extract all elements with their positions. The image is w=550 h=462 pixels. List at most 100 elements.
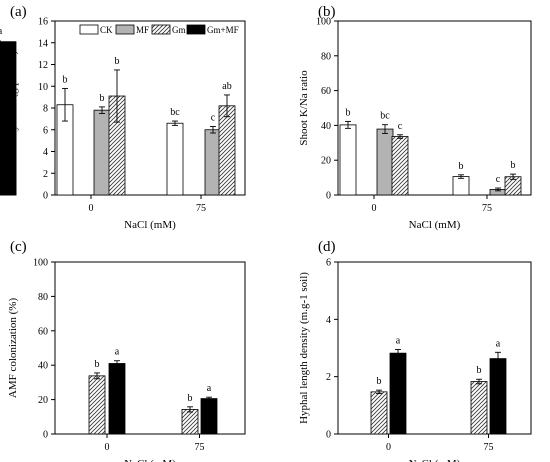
panel-2: (c) 0 20 40 60 80 100 0 75 NaCl (mM) AMF colonizat… (7, 239, 246, 462)
y-tick-label: 0 (43, 430, 48, 441)
x-axis-title: NaCl (mM) (409, 458, 461, 462)
x-axis-title: NaCl (mM) (124, 458, 176, 462)
significance-letter: a (0, 26, 3, 37)
legend-swatch (115, 24, 135, 35)
significance-letter: b (115, 56, 120, 67)
bar (93, 109, 111, 196)
legend-label: Gm+MF (207, 25, 239, 35)
plot-frame (337, 261, 532, 435)
y-tick-label: 60 (38, 326, 48, 337)
y-tick-label: 6 (43, 125, 48, 136)
y-tick-label: 16 (38, 17, 48, 28)
significance-letter: b (95, 359, 100, 370)
significance-letter: b (477, 365, 482, 376)
y-tick-label: 80 (38, 292, 48, 303)
plot-frame (54, 261, 246, 435)
y-tick-label: 100 (33, 258, 48, 269)
x-tick-label: 0 (105, 442, 110, 453)
y-tick-label: 20 (38, 395, 48, 406)
y-tick-label: 2 (326, 372, 331, 383)
y-tick-label: 100 (316, 17, 331, 28)
significance-letter: b (377, 376, 382, 387)
x-tick-label: 75 (484, 442, 494, 453)
y-axis-title: AMF colonization (%) (7, 298, 19, 399)
y-tick-label: 14 (38, 38, 48, 49)
panel-label: (a) (10, 4, 27, 20)
legend: CK MF Gm Gm+MF (79, 24, 239, 35)
y-tick-label: 12 (38, 60, 48, 71)
bar (218, 105, 236, 196)
x-axis-title: NaCl (mM) (409, 219, 461, 231)
panel-label: (d) (318, 239, 336, 255)
y-tick-label: 80 (321, 51, 331, 62)
y-tick-label: 6 (326, 258, 331, 269)
significance-letter: bc (380, 111, 390, 122)
y-tick-label: 0 (43, 191, 48, 202)
legend-label: CK (100, 25, 113, 35)
bar (108, 363, 126, 435)
bar (181, 409, 199, 435)
bar (389, 352, 407, 435)
significance-letter: b (511, 160, 516, 171)
bar (391, 136, 409, 196)
significance-letter: a (0, 79, 3, 90)
y-tick-label: 10 (38, 82, 48, 93)
plot-frame (337, 20, 532, 196)
legend-label: MF (136, 25, 149, 35)
legend-swatch (186, 24, 206, 35)
panel-label: (c) (10, 239, 27, 255)
y-tick-label: 20 (321, 156, 331, 167)
bar (339, 124, 357, 196)
y-tick-label: 4 (43, 147, 48, 158)
significance-letter: c (496, 174, 501, 185)
x-axis-title: NaCl (mM) (124, 219, 176, 231)
significance-letter: ab (222, 81, 231, 92)
significance-letter: b (459, 161, 464, 172)
significance-letter: b (188, 393, 193, 404)
significance-letter: c (398, 121, 403, 132)
significance-letter: c (211, 112, 216, 123)
bar (166, 122, 184, 196)
x-tick-label: 0 (89, 203, 94, 214)
x-tick-label: 75 (482, 203, 492, 214)
significance-letter: bc (170, 107, 180, 118)
significance-letter: b (100, 93, 105, 104)
y-tick-label: 2 (43, 169, 48, 180)
bar (470, 381, 488, 435)
legend-swatch (151, 24, 171, 35)
x-tick-label: 0 (386, 442, 391, 453)
y-tick-label: 40 (38, 361, 48, 372)
bar (200, 398, 218, 435)
bar (88, 375, 106, 435)
significance-letter: a (207, 383, 212, 394)
legend-swatch (79, 24, 99, 35)
significance-letter: a (115, 347, 120, 358)
bar (370, 391, 388, 435)
legend-label: Gm (172, 25, 186, 35)
y-axis-title: Shoot K/Na ratio (298, 70, 310, 146)
y-tick-label: 0 (326, 191, 331, 202)
significance-letter: b (346, 107, 351, 118)
y-tick-label: 0 (326, 430, 331, 441)
y-tick-label: 40 (321, 121, 331, 132)
bar (0, 168, 17, 196)
x-tick-label: 75 (196, 203, 206, 214)
significance-letter: a (496, 338, 501, 349)
significance-letter: a (396, 335, 401, 346)
bar (452, 176, 470, 196)
y-tick-label: 4 (326, 315, 331, 326)
bar (489, 358, 507, 435)
bar (376, 128, 394, 196)
x-tick-label: 75 (195, 442, 205, 453)
panel-label: (b) (318, 4, 336, 20)
panel-3: (d) 0 2 4 6 0 75 NaCl (mM) Hyphal length density… (298, 239, 532, 462)
y-axis-title: Hyphal length density (m.g-1 soil) (298, 272, 310, 424)
y-tick-label: 60 (321, 86, 331, 97)
x-tick-label: 0 (372, 203, 377, 214)
y-tick-label: 8 (43, 104, 48, 115)
significance-letter: a (0, 89, 3, 100)
significance-letter: a (0, 154, 3, 165)
